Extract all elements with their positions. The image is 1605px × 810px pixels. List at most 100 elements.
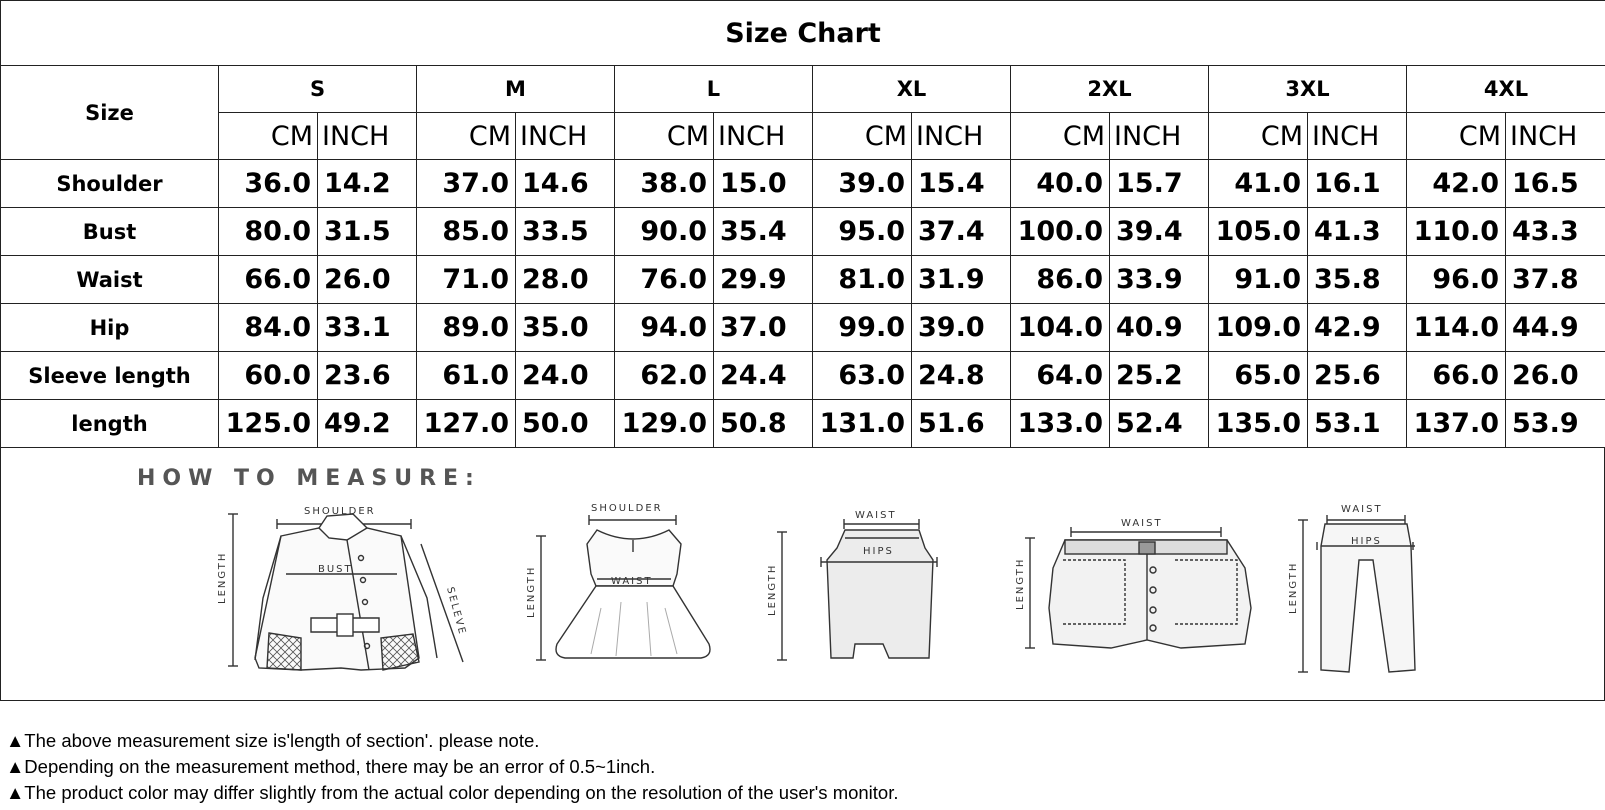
inch-value-cell: 50.8 bbox=[713, 399, 813, 448]
inch-value-cell: 40.9 bbox=[1109, 303, 1209, 352]
unit-inch-header: INCH bbox=[1109, 112, 1209, 160]
cm-value-cell: 76.0 bbox=[614, 255, 714, 304]
dress-waist-label: WAIST bbox=[611, 576, 653, 587]
size-header-row: Size S M L XL 2XL 3XL 4XL bbox=[0, 65, 1605, 160]
how-to-measure-panel: HOW TO MEASURE: bbox=[0, 448, 1605, 701]
unit-inch-header: INCH bbox=[515, 112, 615, 160]
cm-value-cell: 60.0 bbox=[218, 351, 318, 400]
inch-value-cell: 52.4 bbox=[1109, 399, 1209, 448]
row-label: Waist bbox=[0, 255, 219, 304]
cm-value-cell: 114.0 bbox=[1406, 303, 1506, 352]
shorts-waist-label: WAIST bbox=[1121, 518, 1163, 529]
inch-value-cell: 25.6 bbox=[1307, 351, 1407, 400]
inch-value-cell: 50.0 bbox=[515, 399, 615, 448]
inch-value-cell: 33.5 bbox=[515, 207, 615, 256]
pants-waist-label: WAIST bbox=[1341, 504, 1383, 515]
table-row: Shoulder 36.0 14.2 37.0 14.6 38.0 15.0 39.0 15.4… bbox=[0, 159, 1605, 208]
size-header-l: L bbox=[614, 65, 813, 113]
inch-value-cell: 14.6 bbox=[515, 159, 615, 208]
cm-value-cell: 89.0 bbox=[416, 303, 516, 352]
cm-value-cell: 133.0 bbox=[1010, 399, 1110, 448]
title-row: Size Chart bbox=[0, 0, 1605, 66]
note-item: ▲Depending on the measurement method, th… bbox=[6, 756, 656, 777]
table-row: Waist 66.0 26.0 71.0 28.0 76.0 29.9 81.0 31.9 86.… bbox=[0, 255, 1605, 304]
cm-value-cell: 66.0 bbox=[218, 255, 318, 304]
cm-value-cell: 104.0 bbox=[1010, 303, 1110, 352]
cm-value-cell: 127.0 bbox=[416, 399, 516, 448]
how-to-measure-title: HOW TO MEASURE: bbox=[137, 466, 481, 491]
dress-length-label: LENGTH bbox=[526, 566, 537, 618]
cm-value-cell: 71.0 bbox=[416, 255, 516, 304]
cm-value-cell: 36.0 bbox=[218, 159, 318, 208]
inch-value-cell: 15.7 bbox=[1109, 159, 1209, 208]
inch-value-cell: 35.8 bbox=[1307, 255, 1407, 304]
inch-value-cell: 31.5 bbox=[317, 207, 417, 256]
jacket-shoulder-label: SHOULDER bbox=[304, 506, 376, 517]
inch-value-cell: 29.9 bbox=[713, 255, 813, 304]
inch-value-cell: 37.8 bbox=[1504, 255, 1605, 304]
unit-inch-header: INCH bbox=[713, 112, 813, 160]
inch-value-cell: 49.2 bbox=[317, 399, 417, 448]
cm-value-cell: 94.0 bbox=[614, 303, 714, 352]
cm-value-cell: 84.0 bbox=[218, 303, 318, 352]
cm-value-cell: 110.0 bbox=[1406, 207, 1506, 256]
unit-cm-header: CM bbox=[812, 112, 912, 160]
table-row: length 125.0 49.2 127.0 50.0 129.0 50.8 131.0 51… bbox=[0, 399, 1605, 448]
unit-cm-header: CM bbox=[218, 112, 318, 160]
cm-value-cell: 63.0 bbox=[812, 351, 912, 400]
size-column-header: Size bbox=[0, 65, 219, 160]
cm-value-cell: 90.0 bbox=[614, 207, 714, 256]
cm-value-cell: 105.0 bbox=[1208, 207, 1308, 256]
table-row: Bust 80.0 31.5 85.0 33.5 90.0 35.4 95.0 37.4 100.… bbox=[0, 207, 1605, 256]
pants-figure-icon bbox=[1298, 515, 1416, 673]
inch-value-cell: 26.0 bbox=[317, 255, 417, 304]
cm-value-cell: 37.0 bbox=[416, 159, 516, 208]
skirt-length-label: LENGTH bbox=[767, 564, 778, 616]
cm-value-cell: 131.0 bbox=[812, 399, 912, 448]
jacket-length-label: LENGTH bbox=[217, 552, 228, 604]
measure-illustrations: SHOULDER BUST SELEVE LENGTH SHOULDER WAI… bbox=[217, 503, 1416, 673]
shorts-figure-icon bbox=[1025, 527, 1252, 649]
skirt-waist-label: WAIST bbox=[855, 510, 897, 521]
size-header-3xl: 3XL bbox=[1208, 65, 1407, 113]
cm-value-cell: 109.0 bbox=[1208, 303, 1308, 352]
shorts-length-label: LENGTH bbox=[1015, 558, 1026, 610]
inch-value-cell: 31.9 bbox=[911, 255, 1011, 304]
inch-value-cell: 24.0 bbox=[515, 351, 615, 400]
inch-value-cell: 37.0 bbox=[713, 303, 813, 352]
cm-value-cell: 86.0 bbox=[1010, 255, 1110, 304]
cm-value-cell: 38.0 bbox=[614, 159, 714, 208]
row-label: Sleeve length bbox=[0, 351, 219, 400]
unit-cm-header: CM bbox=[416, 112, 516, 160]
cm-value-cell: 64.0 bbox=[1010, 351, 1110, 400]
note-item: ▲The above measurement size is'length of… bbox=[6, 730, 540, 751]
notes-list: ▲The above measurement size is'length of… bbox=[6, 728, 1016, 806]
dress-shoulder-label: SHOULDER bbox=[591, 503, 663, 514]
skirt-hips-label: HIPS bbox=[863, 546, 894, 557]
cm-value-cell: 137.0 bbox=[1406, 399, 1506, 448]
row-label: length bbox=[0, 399, 219, 448]
inch-value-cell: 25.2 bbox=[1109, 351, 1209, 400]
cm-value-cell: 95.0 bbox=[812, 207, 912, 256]
pants-hips-label: HIPS bbox=[1351, 536, 1382, 547]
cm-value-cell: 125.0 bbox=[218, 399, 318, 448]
note-item: ▲The product color may differ slightly f… bbox=[6, 782, 899, 803]
unit-header-row: CM INCH CM INCH CM INCH CM INCH CM INCH CM INCH CM IN… bbox=[1, 112, 1605, 160]
inch-value-cell: 24.4 bbox=[713, 351, 813, 400]
unit-inch-header: INCH bbox=[911, 112, 1011, 160]
inch-value-cell: 26.0 bbox=[1504, 351, 1605, 400]
cm-value-cell: 129.0 bbox=[614, 399, 714, 448]
inch-value-cell: 39.4 bbox=[1109, 207, 1209, 256]
inch-value-cell: 41.3 bbox=[1307, 207, 1407, 256]
cm-value-cell: 41.0 bbox=[1208, 159, 1308, 208]
inch-value-cell: 35.4 bbox=[713, 207, 813, 256]
row-label: Bust bbox=[0, 207, 219, 256]
inch-value-cell: 33.1 bbox=[317, 303, 417, 352]
size-chart-table: Size Chart Size S M L XL 2XL 3XL 4XL CM INCH CM INCH… bbox=[0, 0, 1605, 448]
size-header-4xl: 4XL bbox=[1405, 65, 1605, 113]
cm-value-cell: 61.0 bbox=[416, 351, 516, 400]
inch-value-cell: 53.9 bbox=[1504, 399, 1605, 448]
dress-figure-icon bbox=[536, 515, 711, 661]
inch-value-cell: 37.4 bbox=[911, 207, 1011, 256]
jacket-bust-label: BUST bbox=[318, 564, 353, 575]
